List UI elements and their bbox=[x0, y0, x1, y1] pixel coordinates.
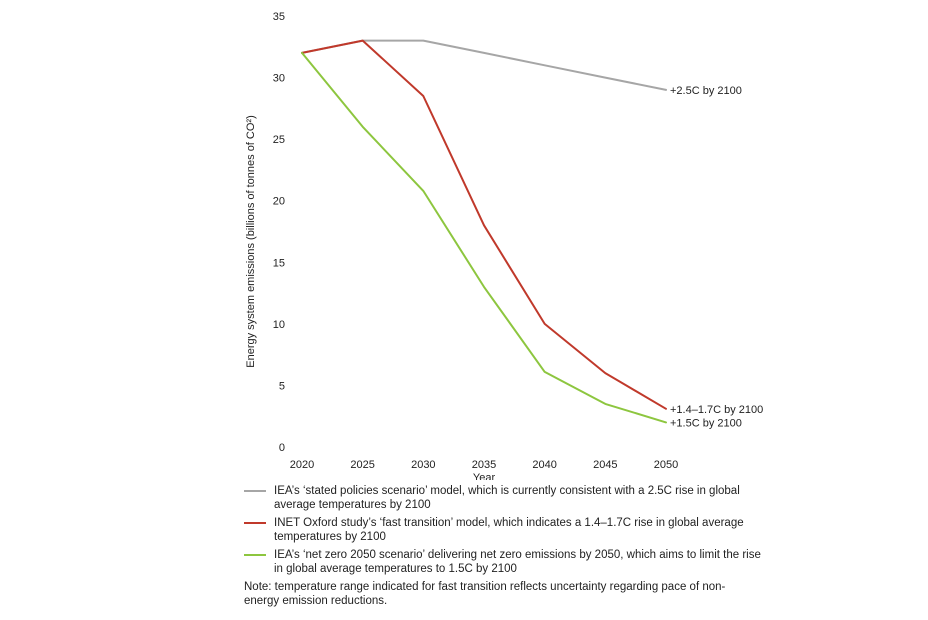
legend-swatch-fast-transition bbox=[244, 522, 266, 524]
y-axis-title: Energy system emissions (billions of ton… bbox=[245, 115, 257, 367]
x-tick-label: 2025 bbox=[350, 459, 374, 471]
y-tick-label: 30 bbox=[273, 73, 285, 85]
y-tick-label: 15 bbox=[273, 257, 285, 269]
legend-item-net-zero: IEA’s ‘net zero 2050 scenario’ deliverin… bbox=[244, 548, 764, 576]
x-axis-title: Year bbox=[473, 472, 496, 480]
legend-swatch-stated-policies bbox=[244, 490, 266, 492]
x-tick-label: 2050 bbox=[654, 459, 678, 471]
chart-note: Note: temperature range indicated for fa… bbox=[244, 581, 726, 607]
y-tick-label: 35 bbox=[273, 11, 285, 23]
y-axis-ticks: 0 5 10 15 20 25 30 35 bbox=[273, 11, 285, 454]
series-line-fast bbox=[301, 39, 667, 410]
y-tick-label: 0 bbox=[279, 442, 285, 454]
y-tick-label: 5 bbox=[279, 380, 285, 392]
legend-item-stated-policies: IEA’s ‘stated policies scenario’ model, … bbox=[244, 484, 764, 512]
y-tick-label: 10 bbox=[273, 319, 285, 331]
series-line-stated bbox=[301, 39, 667, 91]
x-tick-label: 2045 bbox=[593, 459, 617, 471]
y-tick-label: 20 bbox=[273, 196, 285, 208]
legend: IEA’s ‘stated policies scenario’ model, … bbox=[244, 484, 764, 608]
series-line-netzero bbox=[301, 51, 667, 424]
x-tick-label: 2030 bbox=[411, 459, 435, 471]
legend-label-stated-policies: IEA’s ‘stated policies scenario’ model, … bbox=[274, 485, 740, 511]
x-tick-label: 2035 bbox=[472, 459, 496, 471]
end-label-stated: +2.5C by 2100 bbox=[670, 85, 742, 97]
legend-label-net-zero: IEA’s ‘net zero 2050 scenario’ deliverin… bbox=[274, 549, 761, 575]
end-label-fast: +1.4–1.7C by 2100 bbox=[670, 404, 763, 416]
x-tick-label: 2020 bbox=[290, 459, 314, 471]
series-lines bbox=[301, 39, 667, 424]
x-axis-ticks: 2020 2025 2030 2035 2040 2045 2050 bbox=[290, 459, 678, 471]
y-tick-label: 25 bbox=[273, 134, 285, 146]
end-label-netzero: +1.5C by 2100 bbox=[670, 417, 742, 429]
legend-label-fast-transition: INET Oxford study’s ‘fast transition’ mo… bbox=[274, 517, 744, 543]
x-tick-label: 2040 bbox=[532, 459, 556, 471]
legend-item-fast-transition: INET Oxford study’s ‘fast transition’ mo… bbox=[244, 516, 764, 544]
series-end-labels: +2.5C by 2100 +1.4–1.7C by 2100+1.5C by 2… bbox=[670, 85, 763, 429]
legend-swatch-net-zero bbox=[244, 554, 266, 556]
